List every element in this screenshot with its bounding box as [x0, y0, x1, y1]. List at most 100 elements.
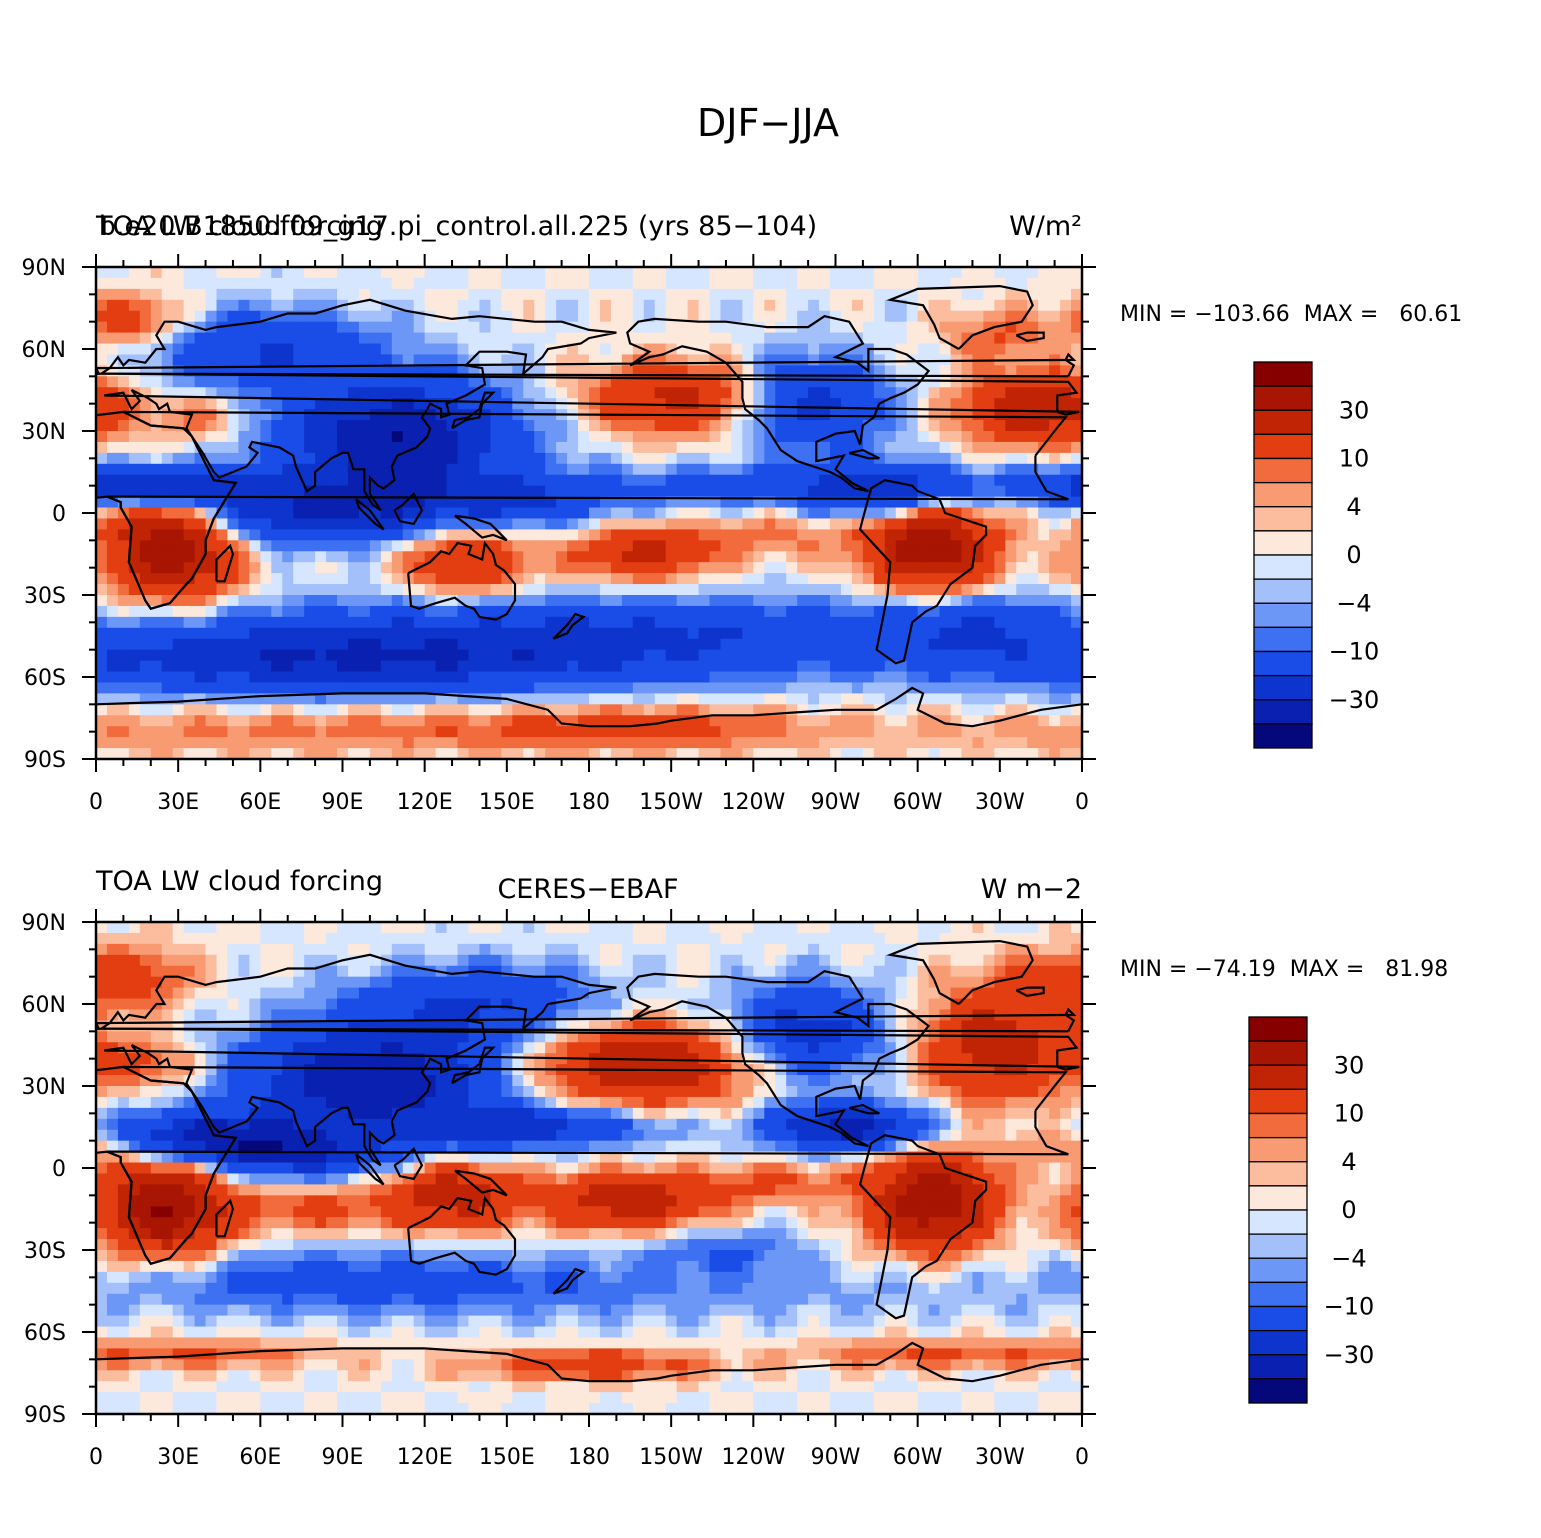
field-cell — [599, 660, 612, 673]
field-cell — [895, 398, 908, 410]
field-cell — [1005, 387, 1017, 399]
field-cell — [216, 267, 229, 279]
field-cell — [556, 584, 568, 596]
field-cell — [238, 496, 250, 509]
field-cell — [928, 507, 941, 520]
field-cell — [512, 693, 524, 705]
field-cell — [873, 321, 886, 334]
field-cell — [380, 507, 393, 520]
field-cell — [731, 605, 743, 618]
field-cell — [117, 922, 130, 934]
field-cell — [731, 452, 743, 465]
field-cell — [917, 671, 930, 684]
field-cell — [983, 431, 995, 443]
field-cell — [1049, 638, 1061, 651]
field-cell — [545, 671, 557, 684]
field-cell — [479, 365, 491, 377]
field-cell — [731, 715, 743, 727]
field-cell — [764, 463, 776, 476]
field-cell — [665, 682, 678, 694]
field-cell — [610, 693, 623, 705]
field-cell — [589, 726, 601, 738]
field-cell — [457, 288, 470, 301]
field-cell — [786, 998, 798, 1011]
field-cell — [654, 354, 667, 366]
field-cell — [1016, 616, 1028, 629]
field-cell — [1016, 452, 1028, 465]
field-cell — [764, 398, 776, 410]
field-cell — [819, 737, 831, 749]
field-cell — [753, 485, 765, 498]
field-cell — [797, 452, 809, 465]
field-cell — [742, 376, 754, 388]
field-cell — [161, 452, 174, 465]
field-cell — [873, 965, 886, 978]
field-cell — [797, 682, 809, 694]
field-cell — [1071, 573, 1082, 585]
field-cell — [249, 354, 261, 366]
field-cell — [183, 540, 196, 552]
field-cell — [260, 562, 272, 574]
field-cell — [139, 704, 152, 716]
field-cell — [862, 715, 875, 727]
field-cell — [687, 540, 700, 552]
field-cell — [610, 507, 623, 520]
field-cell — [1038, 605, 1050, 618]
field-cell — [720, 573, 733, 585]
field-cell — [950, 540, 963, 552]
field-cell — [249, 485, 261, 498]
field-cell — [106, 605, 119, 618]
field-cell — [698, 452, 711, 465]
field-cell — [884, 518, 897, 530]
field-cell — [424, 998, 437, 1011]
field-cell — [369, 420, 382, 432]
field-cell — [994, 704, 1006, 716]
field-cell — [840, 540, 853, 552]
field-cell — [1060, 573, 1072, 585]
field-cell — [128, 299, 141, 312]
field-cell — [873, 987, 886, 1000]
field-cell — [1049, 398, 1061, 410]
field-cell — [731, 998, 743, 1011]
field-cell — [315, 627, 327, 640]
field-cell — [687, 387, 700, 399]
field-cell — [621, 365, 634, 377]
field-cell — [1071, 288, 1082, 301]
field-cell — [106, 573, 119, 585]
field-cell — [972, 965, 984, 978]
field-cell — [851, 737, 864, 749]
field-cell — [654, 288, 667, 301]
field-cell — [665, 288, 678, 301]
field-cell — [895, 409, 908, 421]
field-cell — [1049, 288, 1061, 301]
field-cell — [1016, 387, 1028, 399]
field-cell — [413, 704, 426, 716]
field-cell — [775, 638, 787, 651]
field-cell — [315, 299, 327, 312]
field-cell — [468, 573, 481, 585]
field-cell — [523, 616, 535, 629]
field-cell — [983, 321, 995, 334]
field-cell — [994, 420, 1006, 432]
field-cell — [950, 441, 963, 454]
field-cell — [632, 987, 645, 1000]
field-cell — [161, 954, 174, 967]
field-cell — [501, 431, 513, 443]
field-cell — [128, 343, 141, 356]
field-cell — [895, 485, 908, 498]
panel-title-center: CERES−EBAF — [497, 874, 678, 905]
field-cell — [369, 354, 382, 366]
field-cell — [523, 288, 535, 301]
field-cell — [1027, 365, 1039, 377]
field-cell — [545, 299, 557, 312]
field-cell — [830, 343, 842, 356]
field-cell — [150, 299, 163, 312]
field-cell — [654, 638, 667, 651]
field-cell — [786, 954, 798, 967]
field-cell — [808, 507, 820, 520]
field-cell — [621, 441, 634, 454]
field-cell — [1027, 321, 1039, 334]
field-cell — [665, 649, 678, 662]
field-cell — [128, 715, 141, 727]
